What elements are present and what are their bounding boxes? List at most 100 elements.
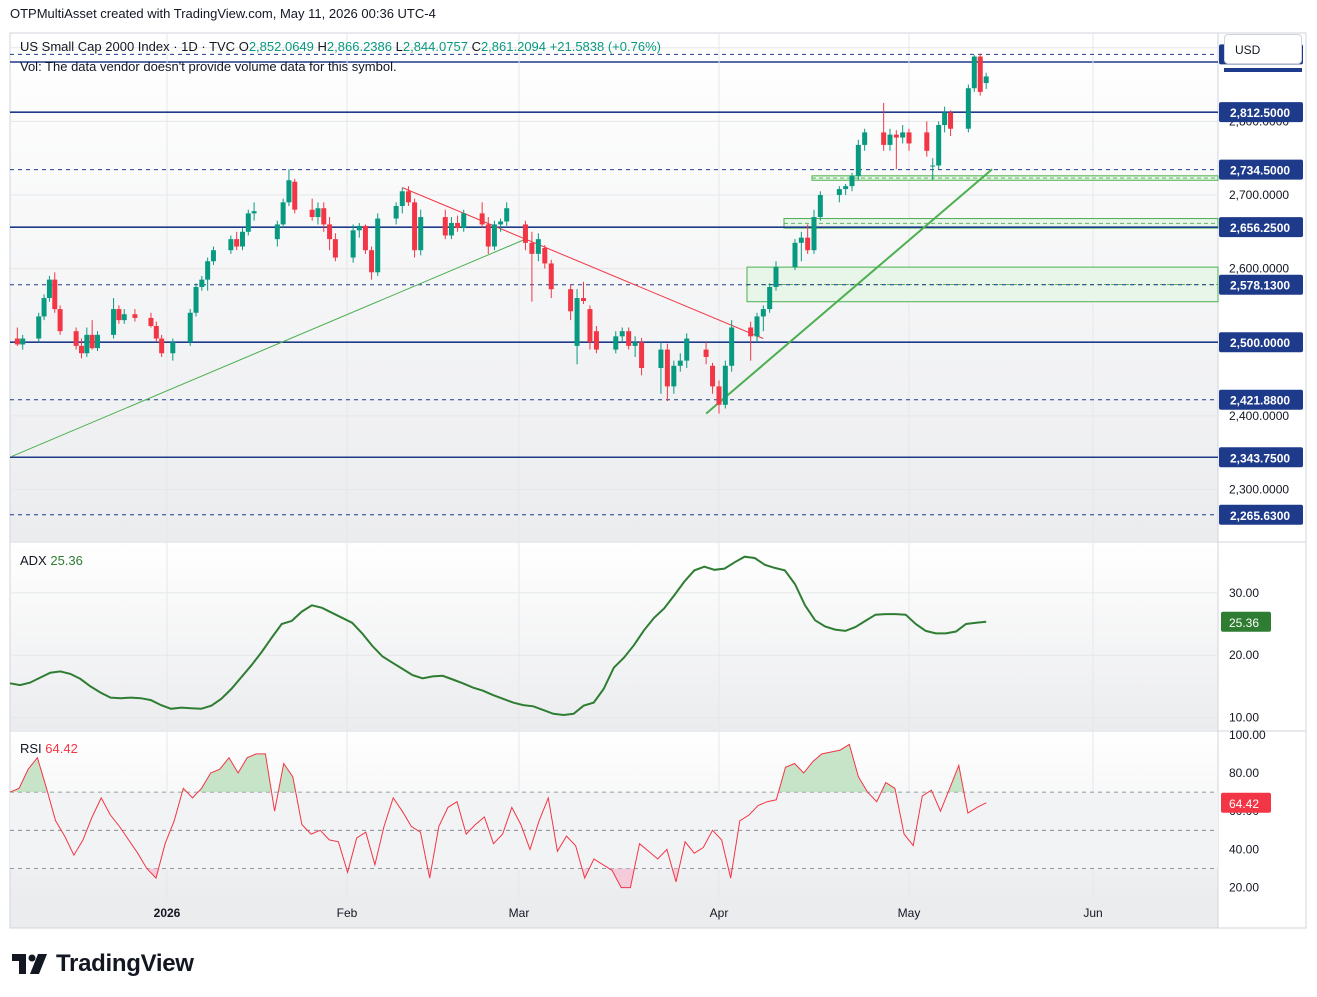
price-level-tag xyxy=(1219,332,1303,353)
chart-attribution: OTPMultiAsset created with TradingView.c… xyxy=(10,6,436,21)
candle-body xyxy=(684,338,690,361)
adx-pane xyxy=(9,555,1218,719)
candle-body xyxy=(593,331,599,350)
candle-body xyxy=(574,298,580,346)
candle-body xyxy=(930,165,936,167)
high-value: 2,866.2386 xyxy=(326,39,392,54)
candle-body xyxy=(936,125,942,166)
candle-body xyxy=(977,56,983,92)
candle-body xyxy=(280,202,286,225)
price-level-tag xyxy=(1219,159,1303,180)
price-level-tag xyxy=(1219,389,1303,410)
candle-body xyxy=(159,338,165,354)
price-level-tag xyxy=(1219,102,1303,123)
candle-body xyxy=(722,365,728,405)
time-tick-label: Apr xyxy=(710,906,729,920)
price-tick-label: 2,600.0000 xyxy=(1229,262,1289,276)
close-value: 2,861.2094 xyxy=(480,39,547,54)
price-tick-label: 2,400.0000 xyxy=(1229,409,1289,423)
candle-body xyxy=(748,327,754,337)
candle-body xyxy=(356,225,362,231)
candle-body xyxy=(542,247,548,264)
rsi-tick-label: 80.00 xyxy=(1229,766,1259,780)
rsi-name: RSI xyxy=(20,741,42,756)
candle-body xyxy=(805,237,811,251)
candle-body xyxy=(251,211,257,214)
price-scale-marker xyxy=(1224,68,1302,72)
candle-body xyxy=(412,202,418,251)
candle-body xyxy=(245,213,251,232)
adx-name: ADX xyxy=(20,553,47,568)
candle-body xyxy=(587,309,593,343)
candle-body xyxy=(121,314,127,321)
candle-body xyxy=(20,338,26,345)
candle-body xyxy=(906,132,912,144)
candle-body xyxy=(664,349,670,387)
adx-legend[interactable]: ADX 25.36 xyxy=(20,553,83,568)
candle-body xyxy=(948,112,954,129)
candle-body xyxy=(529,242,535,254)
tradingview-logo[interactable]: TradingView xyxy=(12,950,194,978)
rsi-oversold-fill xyxy=(146,868,733,888)
candle-body xyxy=(893,134,899,138)
symbol-title[interactable]: US Small Cap 2000 Index · 1D · TVC xyxy=(20,39,236,54)
candle-body xyxy=(442,217,448,236)
volume-note: Vol: The data vendor doesn't provide vol… xyxy=(20,59,397,74)
candle-body xyxy=(315,208,321,218)
adx-value-label: 25.36 xyxy=(1229,616,1259,630)
candle-body xyxy=(327,224,333,240)
adx-value-tag xyxy=(1221,611,1271,632)
candle-body xyxy=(170,342,176,354)
candle-body xyxy=(461,213,467,229)
candle-body xyxy=(849,175,855,187)
candle-body xyxy=(479,213,485,225)
adx-tick-label: 10.00 xyxy=(1229,711,1259,725)
candle-body xyxy=(900,132,906,138)
candle-body xyxy=(581,298,587,301)
candle-body xyxy=(57,309,63,332)
candle-body xyxy=(321,208,327,225)
candle-body xyxy=(393,206,399,219)
price-level-tag xyxy=(1219,504,1303,525)
candle-body xyxy=(36,316,42,339)
candle-body xyxy=(369,250,375,273)
time-tick-label: Feb xyxy=(337,906,358,920)
candle-body xyxy=(836,189,842,195)
time-axis-bg xyxy=(10,901,1218,928)
adx-line xyxy=(9,555,987,717)
candle-body xyxy=(78,345,84,354)
candle-body xyxy=(677,360,683,366)
rsi-overbought-fill xyxy=(10,744,964,793)
candle-body xyxy=(234,239,240,247)
candle-body xyxy=(89,334,95,349)
time-tick-label: May xyxy=(898,906,921,920)
candle-body xyxy=(881,132,887,145)
candle-body xyxy=(148,317,154,327)
candle-body xyxy=(548,263,554,290)
rsi-value-label: 64.42 xyxy=(1229,797,1259,811)
candle-body xyxy=(95,334,101,349)
candle-body xyxy=(535,239,541,254)
currency-selector[interactable]: USD xyxy=(1224,34,1302,64)
close-label: C xyxy=(471,39,481,54)
candle-body xyxy=(375,218,381,273)
open-label: O xyxy=(238,39,249,54)
candle-body xyxy=(187,312,193,343)
candle-body xyxy=(817,194,823,218)
candle-body xyxy=(498,221,504,225)
trendlines xyxy=(11,168,993,457)
candle-body xyxy=(632,342,638,346)
candle-body xyxy=(613,336,619,350)
trendline-green xyxy=(705,168,993,415)
candle-body xyxy=(760,309,766,317)
candle-body xyxy=(418,217,424,251)
price-tick-label: 2,700.0000 xyxy=(1229,188,1289,202)
candle-body xyxy=(46,279,52,299)
candle-body xyxy=(350,230,356,258)
price-level-tag xyxy=(1219,447,1303,468)
candle-body xyxy=(111,309,117,335)
rsi-legend[interactable]: RSI 64.42 xyxy=(20,741,78,756)
adx-value: 25.36 xyxy=(50,553,83,568)
candle-body xyxy=(205,261,211,280)
